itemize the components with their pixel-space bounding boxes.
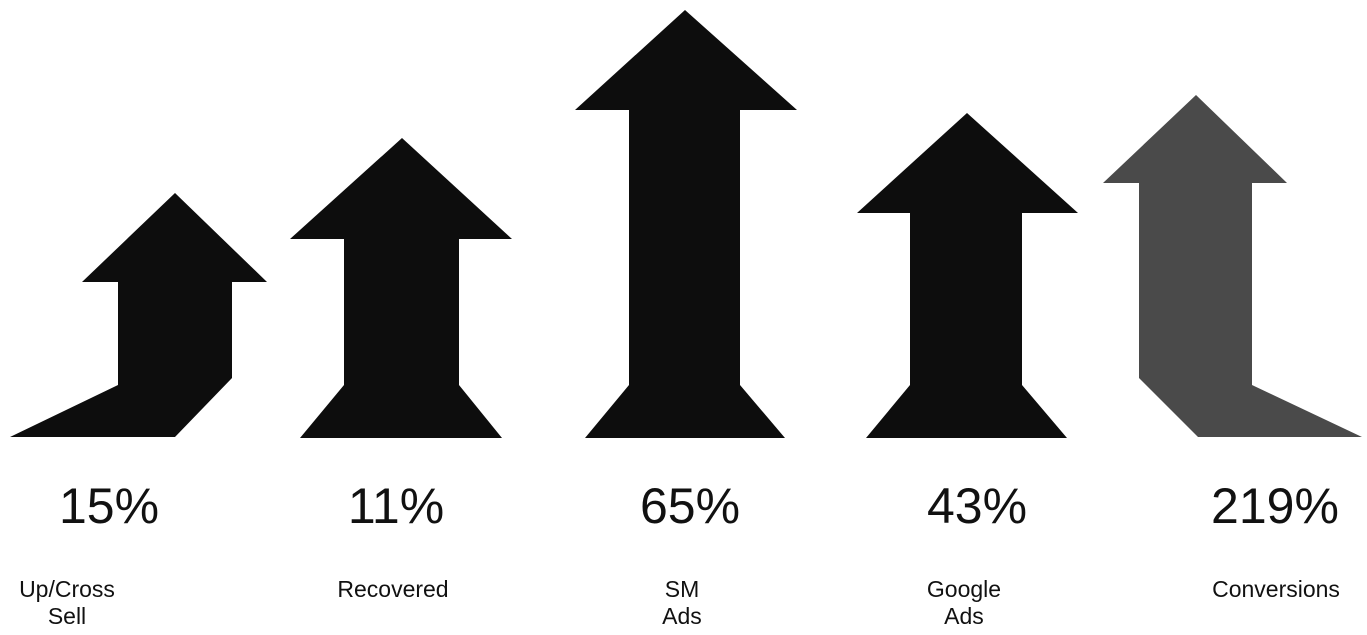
value-google-ads: 43%: [926, 478, 1028, 534]
value-recovered: 11%: [347, 478, 445, 534]
value-sm-ads: 65%: [639, 478, 741, 534]
label-line: Conversions: [1212, 576, 1340, 602]
label-line: Recovered: [337, 576, 449, 602]
arrow-up-cross-sell-icon: [10, 193, 267, 437]
value-up-cross-sell: 15%: [58, 478, 160, 534]
label-conversions: Conversions: [1176, 576, 1367, 603]
arrows-graphic: [10, 10, 1362, 438]
arrow-sm-ads-icon: [575, 10, 797, 438]
label-line: Up/Cross: [19, 576, 115, 602]
arrow-google-ads-icon: [857, 113, 1078, 438]
value-conversions: 219%: [1211, 478, 1339, 534]
label-line: Ads: [662, 603, 702, 629]
label-line: Ads: [944, 603, 984, 629]
label-up-cross-sell: Up/Cross Sell: [0, 576, 167, 630]
label-line: Sell: [47, 603, 87, 629]
label-google-ads: Google Ads: [864, 576, 1064, 630]
arrow-recovered-icon: [290, 138, 512, 438]
label-sm-ads: SM Ads: [582, 576, 782, 630]
label-line: SM: [664, 576, 700, 602]
arrow-conversions-icon: [1103, 95, 1362, 437]
label-line: Google: [926, 576, 1002, 602]
label-recovered: Recovered: [293, 576, 493, 603]
